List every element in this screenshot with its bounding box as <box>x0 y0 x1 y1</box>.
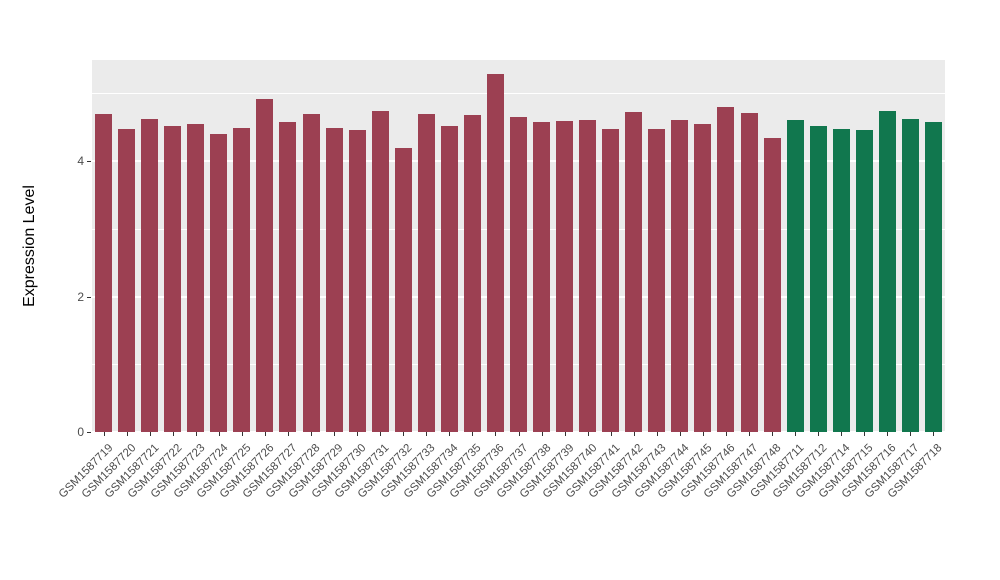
x-tick-mark-GSM1587743 <box>656 432 658 436</box>
x-tick-mark-GSM1587719 <box>103 432 105 436</box>
x-axis: GSM1587719 GSM1587720 GSM1587721 GSM1587722… <box>0 432 1000 580</box>
bar-GSM1587715 <box>855 130 873 432</box>
x-tick-mark-GSM1587732 <box>403 432 405 436</box>
x-tick-mark-GSM1587742 <box>633 432 635 436</box>
y-axis-title: Expression Level <box>21 185 38 307</box>
y-tick-label-0: 0 <box>77 425 84 439</box>
x-tick-mark-GSM1587721 <box>149 432 151 436</box>
bar-GSM1587714 <box>832 129 850 432</box>
y-tick-mark-4 <box>87 161 91 163</box>
bar-GSM1587730 <box>348 130 366 432</box>
bar-GSM1587736 <box>486 73 504 432</box>
bar-GSM1587723 <box>187 124 205 432</box>
bar-GSM1587748 <box>763 137 781 432</box>
x-tick-mark-GSM1587725 <box>241 432 243 436</box>
bar-GSM1587719 <box>95 114 113 432</box>
bar-GSM1587721 <box>141 118 159 432</box>
x-tick-mark-GSM1587727 <box>287 432 289 436</box>
x-tick-mark-GSM1587736 <box>495 432 497 436</box>
bar-GSM1587727 <box>279 122 297 432</box>
y-tick-mark-0 <box>87 432 91 433</box>
bar-GSM1587734 <box>440 126 458 432</box>
bar-GSM1587728 <box>302 114 320 432</box>
x-tick-mark-GSM1587729 <box>334 432 336 436</box>
y-tick-label-4: 4 <box>77 154 84 169</box>
bar-GSM1587712 <box>809 126 827 432</box>
x-tick-mark-GSM1587741 <box>610 432 612 436</box>
x-tick-mark-GSM1587739 <box>564 432 566 436</box>
bar-GSM1587726 <box>256 99 274 432</box>
plot-panel <box>92 60 945 433</box>
x-tick-mark-GSM1587730 <box>357 432 359 436</box>
bar-GSM1587731 <box>371 110 389 432</box>
x-tick-mark-GSM1587723 <box>195 432 197 436</box>
bar-GSM1587711 <box>786 119 804 432</box>
x-tick-mark-GSM1587746 <box>725 432 727 436</box>
x-tick-mark-GSM1587737 <box>518 432 520 436</box>
x-tick-mark-GSM1587740 <box>587 432 589 436</box>
bar-GSM1587722 <box>164 126 182 432</box>
bar-GSM1587737 <box>510 116 527 432</box>
x-tick-mark-GSM1587747 <box>749 432 751 436</box>
bar-GSM1587717 <box>901 118 919 432</box>
x-tick-mark-GSM1587734 <box>449 432 451 436</box>
bar-GSM1587733 <box>417 114 435 432</box>
bar-GSM1587744 <box>671 119 689 432</box>
bar-GSM1587740 <box>579 119 597 432</box>
bar-GSM1587724 <box>210 134 228 432</box>
bar-GSM1587741 <box>602 129 620 432</box>
x-tick-mark-GSM1587738 <box>541 432 543 436</box>
bar-GSM1587735 <box>463 115 481 432</box>
bar-GSM1587746 <box>717 107 735 432</box>
bar-GSM1587725 <box>233 127 251 432</box>
bar-GSM1587720 <box>118 129 136 432</box>
x-tick-mark-GSM1587744 <box>679 432 681 436</box>
bar-GSM1587745 <box>694 124 712 432</box>
x-tick-mark-GSM1587748 <box>772 432 774 436</box>
bar-GSM1587738 <box>533 122 551 432</box>
x-tick-mark-GSM1587718 <box>933 432 935 436</box>
x-tick-mark-GSM1587733 <box>426 432 428 436</box>
x-tick-mark-GSM1587711 <box>795 432 797 436</box>
bar-GSM1587743 <box>648 129 666 432</box>
gridline-y-5 <box>92 93 945 95</box>
x-tick-mark-GSM1587745 <box>702 432 704 436</box>
x-tick-mark-GSM1587712 <box>818 432 820 436</box>
x-tick-mark-GSM1587714 <box>841 432 843 436</box>
x-tick-mark-GSM1587726 <box>264 432 266 436</box>
bar-GSM1587718 <box>924 122 942 432</box>
y-tick-label-2: 2 <box>77 289 84 304</box>
x-tick-mark-GSM1587722 <box>172 432 174 436</box>
x-tick-mark-GSM1587728 <box>311 432 312 436</box>
bar-GSM1587732 <box>394 147 412 432</box>
x-tick-mark-GSM1587715 <box>864 432 866 436</box>
bar-GSM1587747 <box>740 112 758 432</box>
x-tick-mark-GSM1587735 <box>472 432 474 436</box>
y-tick-mark-2 <box>87 296 91 298</box>
x-tick-mark-GSM1587724 <box>218 432 220 436</box>
bar-GSM1587716 <box>878 110 896 432</box>
x-tick-mark-GSM1587731 <box>380 432 382 436</box>
bar-GSM1587729 <box>325 127 343 432</box>
x-tick-mark-GSM1587720 <box>126 432 128 436</box>
bar-GSM1587739 <box>556 120 574 432</box>
bar-GSM1587742 <box>625 112 643 432</box>
x-tick-mark-GSM1587716 <box>887 432 889 436</box>
x-tick-mark-GSM1587717 <box>910 432 912 436</box>
